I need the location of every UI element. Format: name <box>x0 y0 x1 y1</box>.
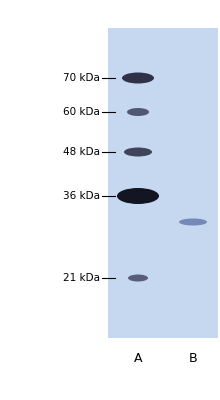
Ellipse shape <box>127 108 149 116</box>
Text: 48 kDa: 48 kDa <box>63 147 100 157</box>
Ellipse shape <box>124 148 152 156</box>
Bar <box>108 28 218 338</box>
Text: 60 kDa: 60 kDa <box>63 107 100 117</box>
Ellipse shape <box>117 188 159 204</box>
Ellipse shape <box>179 218 207 226</box>
Ellipse shape <box>128 274 148 282</box>
Text: B: B <box>189 352 197 364</box>
Text: 70 kDa: 70 kDa <box>63 73 100 83</box>
Text: 36 kDa: 36 kDa <box>63 191 100 201</box>
Ellipse shape <box>122 72 154 84</box>
Text: A: A <box>134 352 142 364</box>
Text: 21 kDa: 21 kDa <box>63 273 100 283</box>
